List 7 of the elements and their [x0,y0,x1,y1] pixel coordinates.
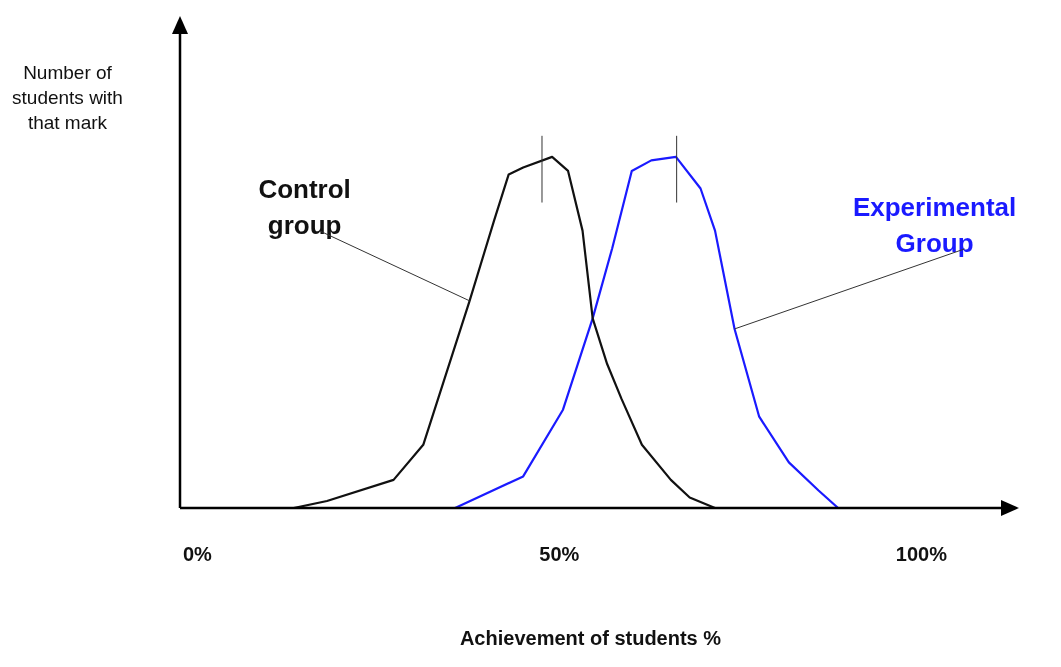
x-tick-label: 50% [539,542,580,565]
text: Experimental Group [852,192,1017,259]
text: Control group [258,174,351,241]
x-tick-label: 100% [895,542,948,565]
y-axis-title: Number of students with that mark [11,61,124,135]
x-axis-title: Achievement of students % [459,626,722,649]
x-tick-label: 0% [182,542,213,565]
